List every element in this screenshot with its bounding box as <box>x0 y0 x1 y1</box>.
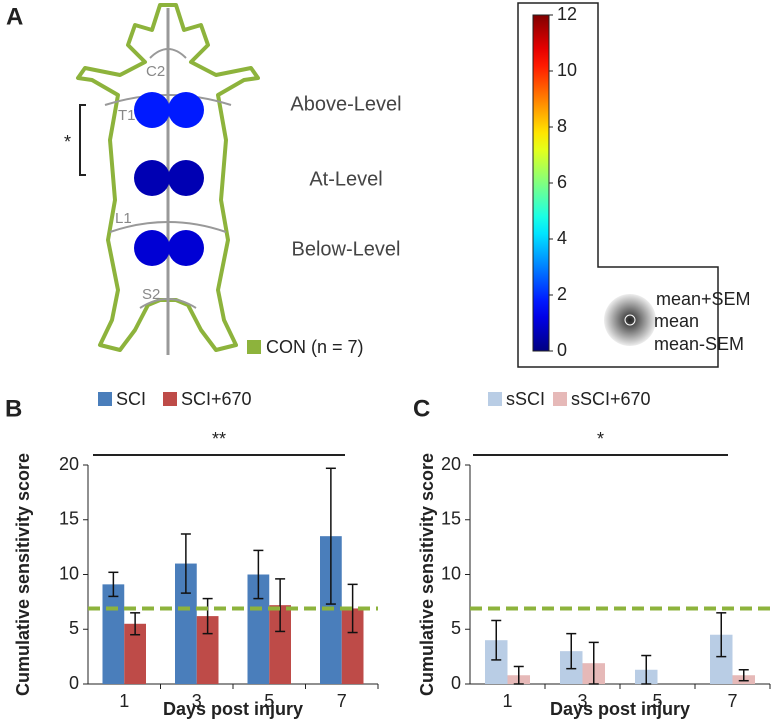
colorbar-tick-label: 2 <box>557 284 567 304</box>
colorbar-tick-label: 10 <box>557 60 577 80</box>
bracket <box>79 104 86 176</box>
level-arc <box>139 298 197 309</box>
bar <box>175 563 197 684</box>
legend-label: SCI+670 <box>181 389 252 409</box>
colorbar-tick-label: 12 <box>557 4 577 24</box>
colorbar-tick-label: 6 <box>557 172 567 192</box>
x-tick-label: 1 <box>119 691 129 711</box>
x-tick-label: 7 <box>727 691 737 711</box>
bar <box>247 574 270 684</box>
legend-target <box>624 314 636 326</box>
y-axis-title: Cumulative sensitivity score <box>417 453 437 696</box>
y-tick-label: 15 <box>441 509 461 529</box>
bar <box>485 640 508 684</box>
region-label: Above-Level <box>290 93 401 115</box>
y-tick-label: 5 <box>69 618 79 638</box>
region-circle <box>134 230 170 266</box>
colorbar-tick-label: 0 <box>557 340 567 360</box>
x-axis-title: Days post injury <box>163 699 303 719</box>
x-tick-label: 5 <box>264 691 274 711</box>
x-axis-title: Days post injury <box>550 699 690 719</box>
region-circle <box>168 92 204 128</box>
level-arc <box>149 48 187 59</box>
y-tick-label: 10 <box>441 563 461 583</box>
level-label: T1 <box>118 107 136 124</box>
bar <box>710 634 733 684</box>
y-tick-label: 20 <box>59 454 79 474</box>
region-label: At-Level <box>309 168 382 190</box>
legend-label: mean+SEM <box>656 289 751 309</box>
legend-swatch <box>553 392 567 406</box>
x-tick-label: 5 <box>652 691 662 711</box>
legend-swatch <box>98 392 112 406</box>
x-tick-label: 3 <box>192 691 202 711</box>
legend-label: mean-SEM <box>654 334 744 354</box>
significance: ** <box>212 429 226 449</box>
level-label: C2 <box>146 63 165 80</box>
bar <box>124 623 146 684</box>
y-tick-label: 5 <box>451 618 461 638</box>
bar <box>196 616 219 684</box>
y-axis-title: Cumulative sensitivity score <box>13 453 33 696</box>
bar <box>269 605 291 684</box>
y-tick-label: 15 <box>59 509 79 529</box>
level-arc <box>109 221 227 233</box>
panel-label: C <box>413 395 430 422</box>
legend-swatch <box>488 392 502 406</box>
y-tick-label: 10 <box>59 563 79 583</box>
legend-label: mean <box>654 311 699 331</box>
bar <box>341 608 364 684</box>
colorbar-tick-label: 4 <box>557 228 567 248</box>
panel-label: B <box>5 395 22 422</box>
level-arc <box>104 94 232 106</box>
y-tick-label: 0 <box>451 673 461 693</box>
region-circle <box>168 230 204 266</box>
panel-label: A <box>6 3 23 30</box>
region-circle <box>168 160 204 196</box>
legend-label: sSCI+670 <box>571 389 651 409</box>
colorbar-box <box>517 2 719 368</box>
region-label: Below-Level <box>292 238 401 260</box>
x-tick-label: 1 <box>502 691 512 711</box>
level-label: L1 <box>115 210 132 227</box>
significance: * <box>64 132 71 152</box>
legend-label: SCI <box>116 389 146 409</box>
region-circle <box>134 160 170 196</box>
y-tick-label: 0 <box>69 673 79 693</box>
legend-swatch <box>247 340 261 354</box>
legend-label: sSCI <box>506 389 545 409</box>
x-tick-label: 7 <box>337 691 347 711</box>
region-circle <box>134 92 170 128</box>
level-label: S2 <box>142 286 160 303</box>
colorbar <box>532 14 550 352</box>
significance: * <box>597 429 604 449</box>
y-tick-label: 20 <box>441 454 461 474</box>
colorbar-tick-label: 8 <box>557 116 567 136</box>
legend-label: CON (n = 7) <box>266 337 364 357</box>
bar <box>102 584 125 684</box>
x-tick-label: 3 <box>577 691 587 711</box>
legend-swatch <box>163 392 177 406</box>
legend-target <box>604 294 656 346</box>
